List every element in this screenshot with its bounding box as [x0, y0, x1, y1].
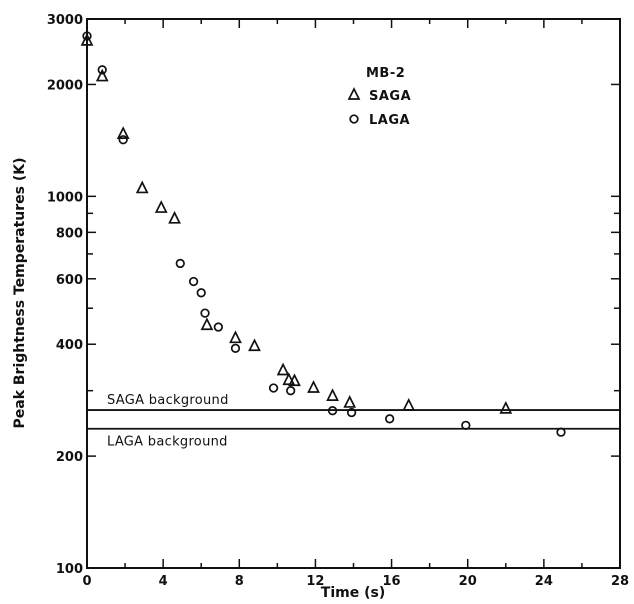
- saga-point: [154, 200, 168, 213]
- laga-point: [327, 406, 338, 416]
- laga-point: [346, 407, 357, 418]
- x-tick-label: 12: [306, 574, 324, 589]
- legend-label: SAGA: [369, 89, 411, 104]
- laga-point: [118, 135, 128, 145]
- saga-point: [248, 338, 261, 352]
- laga-point: [385, 414, 395, 424]
- background-line-label: LAGA background: [107, 435, 228, 450]
- laga-point: [188, 276, 199, 287]
- saga-point: [168, 210, 181, 224]
- laga-point: [213, 322, 223, 332]
- saga-point: [326, 388, 339, 401]
- laga-legend-marker: [349, 114, 359, 124]
- laga-point: [286, 386, 296, 396]
- x-tick-label: 20: [459, 574, 477, 589]
- laga-point: [97, 65, 107, 75]
- laga-point: [196, 288, 206, 298]
- laga-point: [268, 383, 279, 393]
- saga-point: [276, 362, 290, 376]
- x-tick-label: 16: [383, 574, 401, 589]
- background-line-label: SAGA background: [107, 393, 229, 408]
- saga-point: [282, 372, 296, 386]
- saga-legend-marker: [347, 87, 361, 100]
- y-tick-label: 2000: [47, 78, 83, 93]
- laga-point: [200, 308, 210, 318]
- x-tick-label: 0: [82, 574, 91, 589]
- legend-label: LAGA: [369, 113, 410, 128]
- y-axis-title: Peak Brightness Temperatures (K): [12, 158, 28, 429]
- plot-area: [86, 18, 621, 569]
- y-tick-label: 400: [56, 338, 83, 353]
- saga-point: [343, 395, 357, 408]
- saga-point: [288, 373, 301, 387]
- y-tick-label: 800: [56, 226, 83, 241]
- legend: MB-2 SAGA LAGA: [347, 66, 411, 128]
- saga-point: [95, 68, 109, 82]
- saga-point: [116, 126, 130, 139]
- y-tick-label: 200: [56, 450, 83, 465]
- x-tick-label: 28: [611, 574, 629, 589]
- x-tick-label: 24: [535, 574, 553, 589]
- legend-title: MB-2: [366, 66, 405, 81]
- laga-point: [461, 420, 471, 430]
- saga-point: [135, 180, 149, 194]
- x-axis-title: Time (s): [321, 585, 385, 601]
- y-tick-label: 100: [56, 562, 83, 577]
- saga-point: [307, 380, 320, 393]
- saga-point: [402, 397, 416, 411]
- x-tick-label: 8: [235, 574, 244, 589]
- saga-point: [229, 330, 242, 344]
- x-tick-label: 4: [159, 574, 168, 589]
- saga-point: [200, 317, 214, 331]
- laga-point: [175, 258, 185, 269]
- laga-point: [82, 31, 92, 41]
- y-tick-label: 1000: [47, 190, 83, 205]
- y-tick-label: 600: [56, 273, 83, 288]
- laga-point: [556, 427, 566, 437]
- y-tick-label: 3000: [47, 13, 83, 28]
- laga-point: [230, 343, 241, 353]
- saga-point: [499, 400, 513, 414]
